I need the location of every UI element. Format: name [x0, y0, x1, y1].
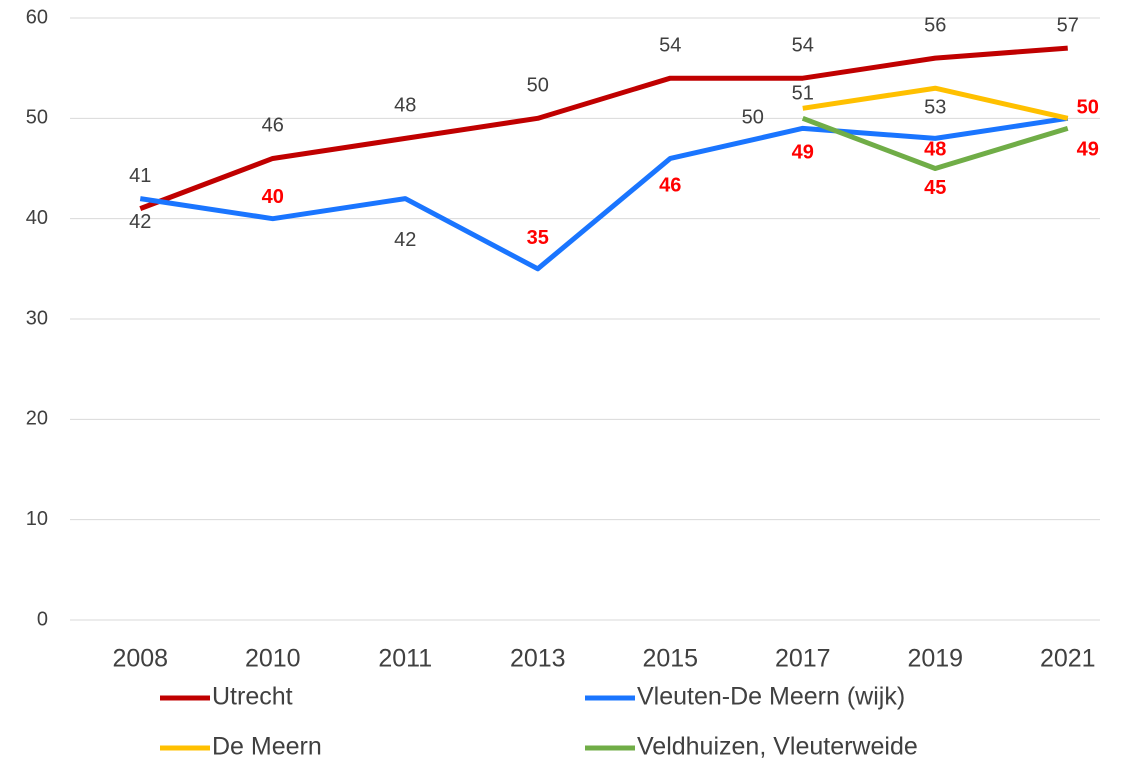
y-tick-label: 50	[26, 107, 48, 129]
data-label: 50	[527, 75, 549, 97]
legend-label: De Meern	[212, 733, 322, 761]
data-label: 50	[1077, 97, 1099, 119]
x-tick-label: 2015	[642, 645, 698, 673]
legend-label: Utrecht	[212, 683, 293, 711]
data-label: 41	[129, 165, 151, 187]
y-tick-label: 0	[37, 608, 48, 630]
data-label: 42	[394, 229, 416, 251]
x-tick-label: 2021	[1040, 645, 1096, 673]
data-label: 42	[129, 211, 151, 233]
data-label: 46	[262, 115, 284, 137]
y-tick-label: 60	[26, 6, 48, 28]
y-tick-label: 30	[26, 307, 48, 329]
x-tick-label: 2010	[245, 645, 301, 673]
x-tick-label: 2011	[378, 645, 432, 673]
data-label: 45	[924, 177, 946, 199]
data-label: 46	[659, 175, 681, 197]
series-line	[139, 45, 1068, 211]
series-line	[802, 85, 1069, 121]
data-label: 54	[792, 34, 814, 56]
data-label: 49	[1077, 139, 1099, 161]
legend-label: Veldhuizen, Vleuterweide	[637, 733, 918, 761]
data-label: 57	[1057, 14, 1079, 36]
data-label: 54	[659, 34, 681, 56]
data-label: 35	[527, 227, 549, 249]
y-tick-label: 20	[26, 408, 48, 430]
data-label: 48	[924, 139, 946, 161]
data-label: 49	[792, 142, 814, 164]
data-label: 53	[924, 97, 946, 119]
data-label: 40	[262, 186, 284, 208]
series-line	[801, 115, 1069, 171]
x-tick-label: 2019	[907, 645, 963, 673]
x-tick-label: 2013	[510, 645, 566, 673]
series-line	[139, 115, 1069, 272]
y-tick-label: 10	[26, 508, 48, 530]
data-label: 48	[394, 95, 416, 117]
x-tick-label: 2008	[112, 645, 168, 673]
data-label: 56	[924, 14, 946, 36]
data-label: 50	[742, 107, 764, 129]
data-label: 51	[792, 83, 814, 105]
x-tick-label: 2017	[775, 645, 831, 673]
y-tick-label: 40	[26, 207, 48, 229]
legend-label: Vleuten-De Meern (wijk)	[637, 683, 905, 711]
